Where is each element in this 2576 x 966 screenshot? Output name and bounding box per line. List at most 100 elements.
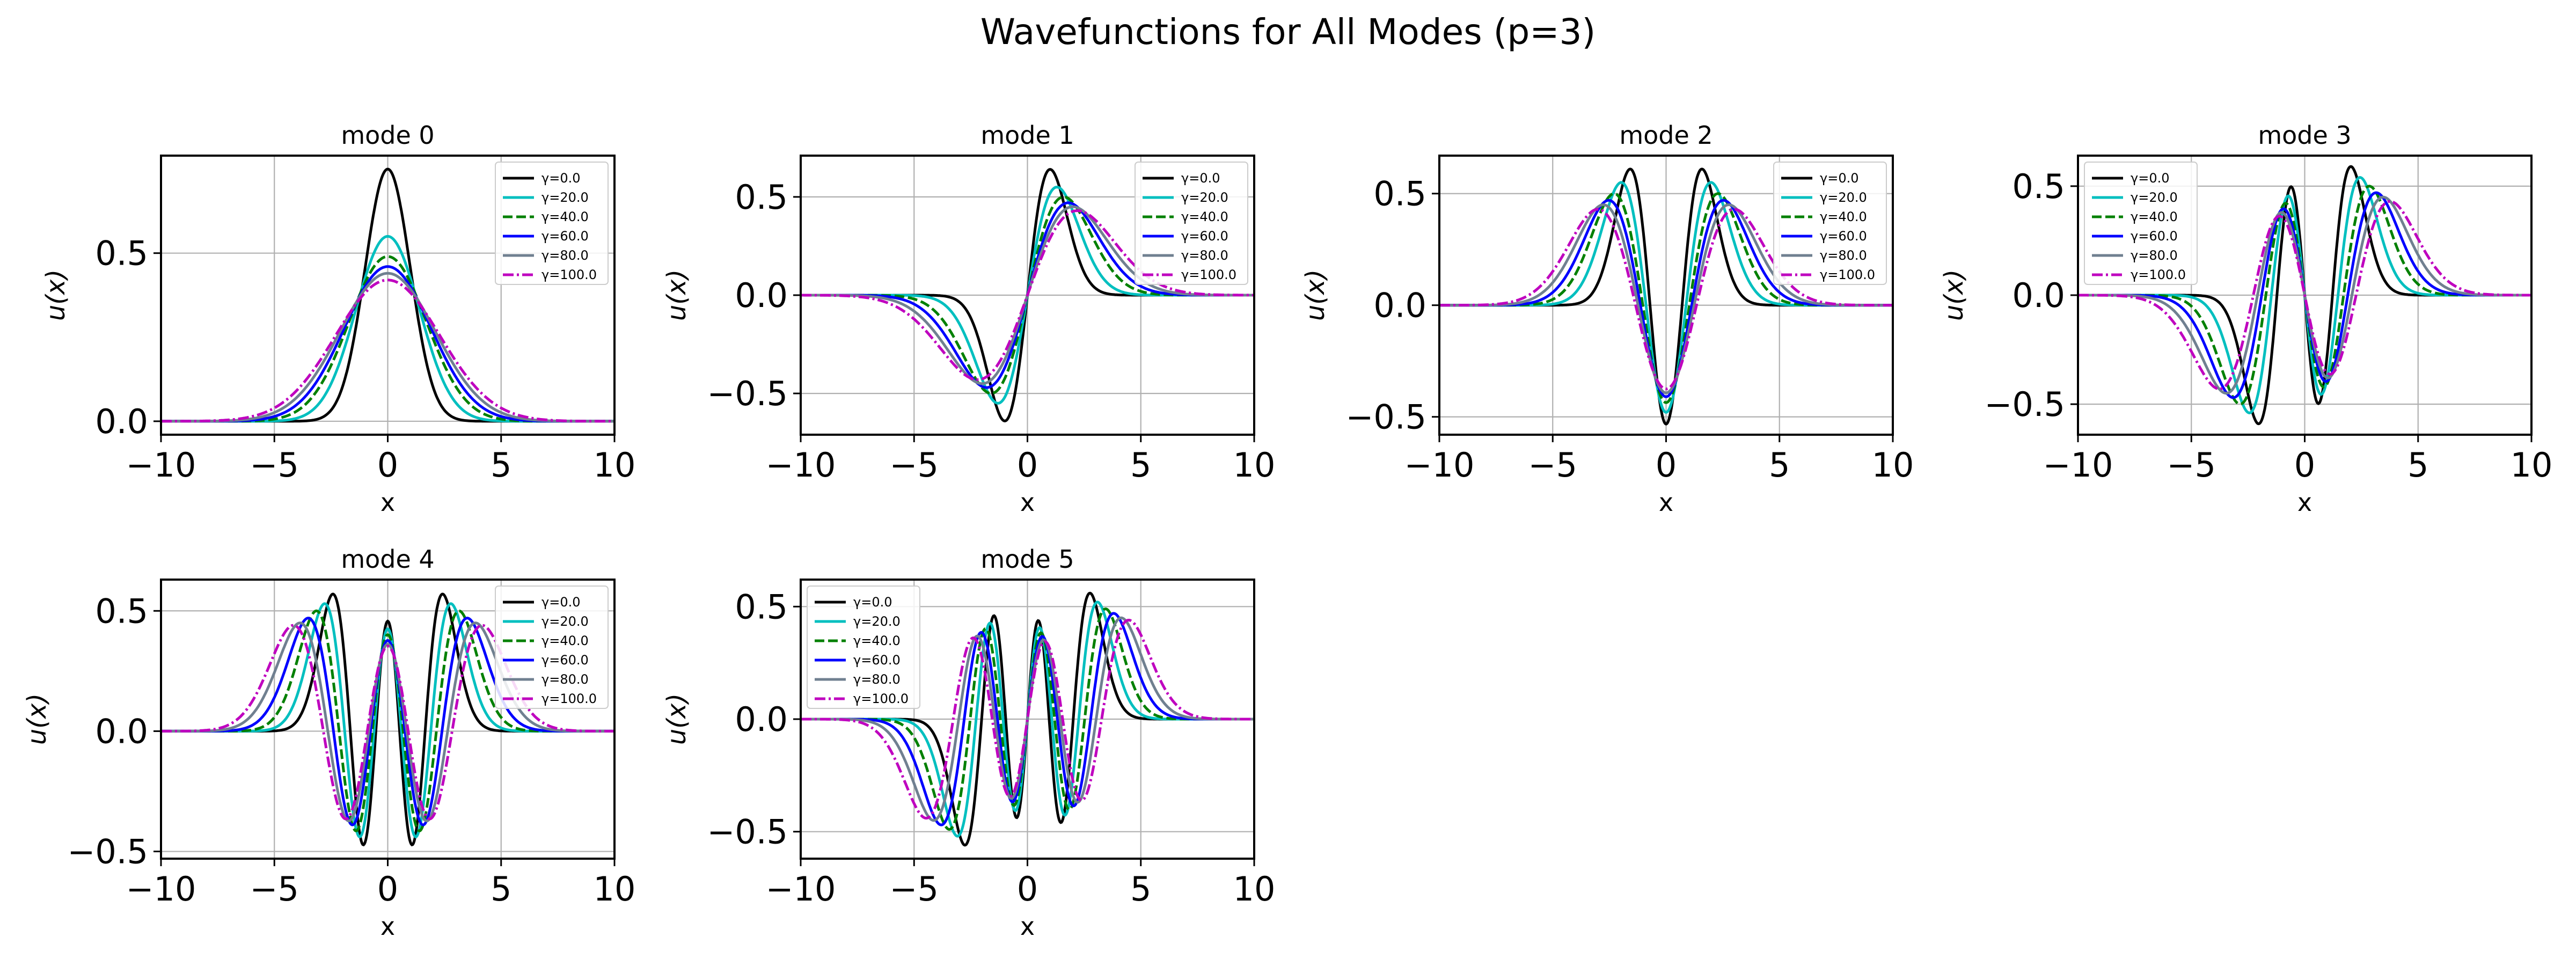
y-tick-label: −0.5 (1345, 398, 1426, 437)
subplot-title: mode 2 (1619, 121, 1713, 150)
subplot-mode-5: −10 −5 0 5 10 −0.5 0.0 0.5 mode 5 x u(x) γ=0.0 γ=20.… (662, 545, 1275, 941)
x-tick-label: 10 (1872, 445, 1914, 485)
x-axis-label: x (2297, 488, 2312, 517)
x-tick-label: 5 (1769, 445, 1790, 485)
y-tick-label: 0.0 (95, 712, 148, 751)
legend-label: γ=40.0 (2131, 209, 2178, 224)
x-tick-label: 5 (1130, 869, 1151, 909)
subplot-mode-0: −10 −5 0 5 10 0.0 0.5 mode 0 x u(x) γ=0.0 γ=20.0 γ=4… (41, 121, 635, 517)
legend-label: γ=0.0 (541, 171, 580, 186)
legend: γ=0.0 γ=20.0 γ=40.0 γ=60.0 γ=80.0 γ=100.0 (1135, 162, 1248, 285)
y-axis-label: u(x) (1300, 269, 1330, 321)
y-tick-label: 0.5 (95, 234, 148, 273)
series-line-5 (161, 279, 614, 423)
y-axis-label: u(x) (1939, 269, 1969, 321)
legend-label: γ=80.0 (1820, 248, 1867, 263)
x-tick-label: −5 (890, 445, 939, 485)
y-tick-label: 0.5 (2012, 167, 2065, 206)
legend-label: γ=60.0 (541, 229, 589, 244)
legend-label: γ=80.0 (541, 248, 589, 263)
legend-label: γ=80.0 (853, 672, 901, 687)
series-line-3 (161, 617, 614, 826)
legend-label: γ=20.0 (541, 614, 589, 629)
legend-label: γ=80.0 (2131, 248, 2178, 263)
legend-label: γ=20.0 (1181, 190, 1228, 205)
legend-label: γ=20.0 (1820, 190, 1867, 205)
series-line-5 (801, 618, 1254, 820)
x-tick-label: 10 (1233, 869, 1276, 909)
legend-label: γ=40.0 (541, 209, 589, 224)
x-tick-label: 5 (1130, 445, 1151, 485)
series-line-5 (2078, 200, 2531, 391)
x-tick-label: −5 (1528, 445, 1577, 485)
x-tick-label: −10 (1404, 445, 1475, 485)
y-tick-label: −0.5 (1984, 385, 2065, 424)
legend-label: γ=20.0 (853, 614, 901, 629)
legend-label: γ=100.0 (541, 267, 597, 282)
series-group (2078, 165, 2531, 426)
legend-label: γ=100.0 (853, 691, 909, 706)
y-tick-label: −0.5 (707, 374, 788, 413)
legend: γ=0.0 γ=20.0 γ=40.0 γ=60.0 γ=80.0 γ=100.0 (1773, 162, 1887, 285)
series-line-5 (161, 624, 614, 821)
subplot-title: mode 3 (2258, 121, 2351, 150)
legend-label: γ=40.0 (1820, 209, 1867, 224)
x-axis-label: x (1020, 912, 1035, 941)
legend-label: γ=60.0 (853, 653, 901, 668)
series-line-5 (1439, 208, 1893, 391)
x-axis-label: x (1659, 488, 1673, 517)
x-tick-label: 0 (1017, 869, 1038, 909)
x-tick-label: −5 (250, 445, 299, 485)
subplot-title: mode 5 (980, 545, 1074, 574)
legend-label: γ=60.0 (1181, 229, 1228, 244)
x-tick-label: −10 (766, 445, 836, 485)
x-tick-label: 0 (2294, 445, 2315, 485)
series-group (1439, 167, 1893, 426)
legend: γ=0.0 γ=20.0 γ=40.0 γ=60.0 γ=80.0 γ=100.0 (495, 586, 609, 709)
y-axis-label: u(x) (662, 693, 692, 745)
legend-label: γ=80.0 (541, 672, 589, 687)
x-axis-label: x (380, 488, 395, 517)
legend-box (495, 586, 609, 709)
series-group (161, 592, 614, 847)
y-tick-label: 0.0 (95, 402, 148, 441)
legend-box (1135, 162, 1248, 285)
x-tick-label: 10 (1233, 445, 1276, 485)
y-axis-label: u(x) (22, 693, 52, 745)
figure-title: Wavefunctions for All Modes (p=3) (980, 11, 1596, 53)
legend-label: γ=100.0 (1181, 267, 1236, 282)
y-tick-label: 0.0 (2012, 276, 2065, 315)
y-axis-label: u(x) (41, 269, 71, 321)
subplot-title: mode 0 (341, 121, 434, 150)
x-tick-label: −5 (250, 869, 299, 909)
subplot-mode-2: −10 −5 0 5 10 −0.5 0.0 0.5 mode 2 x u(x) γ=0.0 γ=20.… (1300, 121, 1914, 517)
series-line-5 (801, 209, 1254, 382)
subplot-title: mode 4 (341, 545, 434, 574)
legend-box (807, 586, 920, 709)
legend-label: γ=0.0 (853, 595, 892, 610)
x-tick-label: 5 (2407, 445, 2428, 485)
series-group (801, 168, 1254, 422)
legend: γ=0.0 γ=20.0 γ=40.0 γ=60.0 γ=80.0 γ=100.0 (2084, 162, 2198, 285)
legend-label: γ=60.0 (2131, 229, 2178, 244)
legend-label: γ=100.0 (1820, 267, 1875, 282)
legend-label: γ=60.0 (541, 653, 589, 668)
x-tick-label: 10 (594, 869, 636, 909)
series-group (161, 167, 614, 423)
legend-box (495, 162, 609, 285)
subplot-grid: −10 −5 0 5 10 0.0 0.5 mode 0 x u(x) γ=0.0 γ=20.0 γ=4… (22, 121, 2552, 941)
x-axis-label: x (1020, 488, 1035, 517)
legend-label: γ=40.0 (1181, 209, 1228, 224)
legend-label: γ=100.0 (2131, 267, 2186, 282)
x-tick-label: −5 (890, 869, 939, 909)
legend-label: γ=60.0 (1820, 229, 1867, 244)
y-tick-label: 0.5 (95, 591, 148, 631)
x-tick-label: 0 (1656, 445, 1677, 485)
subplot-mode-3: −10 −5 0 5 10 −0.5 0.0 0.5 mode 3 x u(x) γ=0.0 γ=20.… (1939, 121, 2552, 517)
legend-label: γ=20.0 (541, 190, 589, 205)
y-tick-label: 0.0 (735, 700, 788, 739)
legend: γ=0.0 γ=20.0 γ=40.0 γ=60.0 γ=80.0 γ=100.0 (807, 586, 920, 709)
legend-label: γ=0.0 (1820, 171, 1858, 186)
